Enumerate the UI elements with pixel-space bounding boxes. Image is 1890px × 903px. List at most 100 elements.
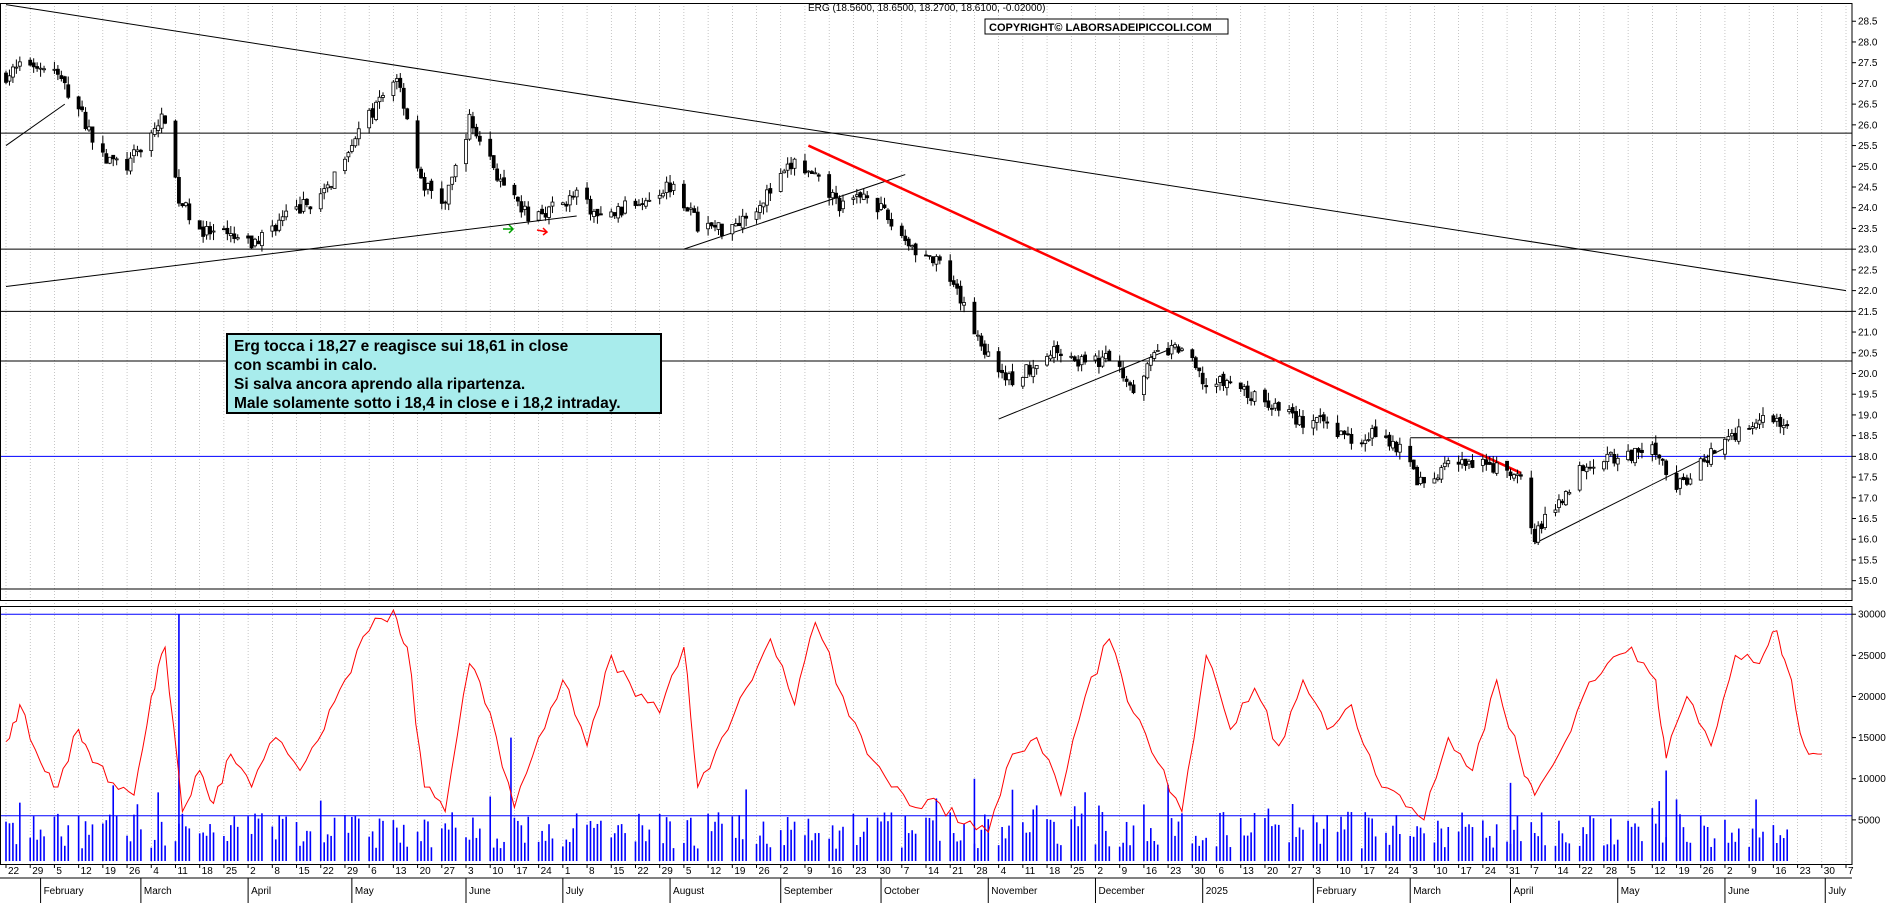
candle-body	[1487, 461, 1492, 465]
candle-body	[1252, 391, 1257, 402]
month-label: October	[884, 886, 920, 897]
candle-body	[1003, 372, 1008, 381]
candle-body	[204, 226, 209, 236]
day-tick-label: 30	[880, 866, 892, 877]
candle-body	[647, 199, 652, 202]
candle-body	[1557, 499, 1561, 508]
price-tick-label: 16.5	[1858, 514, 1878, 525]
day-tick-label: 14	[928, 866, 940, 877]
candle-body	[564, 203, 569, 207]
candle-body	[906, 238, 911, 247]
trendline	[683, 174, 906, 250]
price-tick-label: 18.5	[1858, 431, 1878, 442]
trendline	[5, 103, 66, 146]
candle-body	[1709, 448, 1714, 465]
day-tick-label: 22	[323, 866, 335, 877]
candle-body	[132, 149, 136, 157]
analysis-note-box: Erg tocca i 18,27 e reagisce sui 18,61 i…	[226, 333, 662, 414]
candle-body	[467, 113, 472, 140]
candle-body	[913, 243, 918, 256]
candle-body	[1723, 438, 1727, 455]
day-tick-label: 15	[613, 866, 625, 877]
day-tick-label: 7	[904, 866, 910, 877]
candle-body	[1155, 349, 1160, 352]
candle-body	[1359, 442, 1364, 445]
candle-body	[1055, 344, 1060, 354]
day-tick-label: 22	[637, 866, 649, 877]
day-tick-label: 9	[1122, 866, 1128, 877]
candle-body	[211, 230, 216, 233]
candle-body	[1311, 420, 1316, 429]
candle-body	[1591, 466, 1596, 469]
month-label: March	[144, 886, 172, 897]
candle-body	[450, 176, 455, 185]
candle-body	[4, 72, 8, 83]
candle-body	[197, 220, 202, 230]
candle-body	[886, 209, 890, 221]
candle-body	[778, 173, 783, 192]
candle-body	[1633, 447, 1637, 464]
candle-body	[308, 206, 313, 210]
candle-body	[405, 108, 410, 120]
price-tick-label: 15.5	[1858, 555, 1878, 566]
candle-body	[443, 201, 448, 204]
price-tick-label: 21.5	[1858, 307, 1878, 318]
day-tick-label: 15	[299, 866, 311, 877]
candle-body	[1242, 386, 1247, 390]
candle-body	[598, 213, 603, 216]
candle-body	[879, 203, 883, 210]
candle-body	[547, 206, 551, 218]
candle-body	[62, 76, 67, 84]
volume-tick-label: 20000	[1858, 692, 1886, 703]
candle-body	[1225, 380, 1229, 389]
note-line-1: Erg tocca i 18,27 e reagisce sui 18,61 i…	[234, 338, 569, 355]
candle-body	[1484, 459, 1489, 465]
day-tick-label: 26	[759, 866, 771, 877]
candle-body	[301, 199, 306, 212]
price-tick-label: 24.0	[1858, 203, 1878, 214]
candle-body	[962, 302, 966, 306]
candle-body	[1605, 453, 1610, 462]
candle-body	[90, 126, 95, 143]
candle-body	[1269, 407, 1274, 410]
candle-body	[671, 183, 676, 191]
candle-body	[740, 215, 745, 229]
candle-body	[1145, 363, 1150, 379]
day-tick-label: 2	[250, 866, 256, 877]
candle-body	[1757, 419, 1762, 425]
candle-body	[1553, 509, 1558, 513]
candle-body	[332, 171, 337, 189]
candle-body	[768, 188, 773, 194]
candle-body	[114, 158, 119, 161]
candle-body	[1031, 367, 1036, 378]
day-tick-label: 9	[1751, 866, 1757, 877]
candle-body	[225, 227, 230, 235]
candle-body	[1678, 478, 1682, 489]
candle-body	[1218, 376, 1222, 383]
candle-body	[854, 194, 859, 197]
month-label: June	[469, 886, 491, 897]
day-tick-label: 20	[1267, 866, 1279, 877]
candle-body	[374, 101, 378, 120]
month-label: March	[1413, 886, 1441, 897]
day-tick-label: 19	[1679, 866, 1691, 877]
candle-body	[498, 178, 503, 182]
candle-body	[1097, 358, 1101, 367]
candle-body	[439, 188, 444, 204]
day-tick-label: 28	[976, 866, 988, 877]
month-label: February	[44, 886, 84, 897]
candle-body	[1612, 454, 1617, 464]
day-tick-label: 12	[710, 866, 722, 877]
candle-body	[592, 211, 596, 217]
candle-body	[1588, 466, 1592, 469]
candle-body	[588, 198, 593, 215]
candle-body	[138, 149, 143, 153]
candle-body	[1045, 356, 1049, 366]
candle-body	[183, 202, 188, 207]
candle-body	[1584, 466, 1589, 473]
candle-body	[59, 75, 64, 80]
month-label: April	[1514, 886, 1534, 897]
month-label: September	[784, 886, 834, 897]
candle-body	[394, 78, 399, 82]
